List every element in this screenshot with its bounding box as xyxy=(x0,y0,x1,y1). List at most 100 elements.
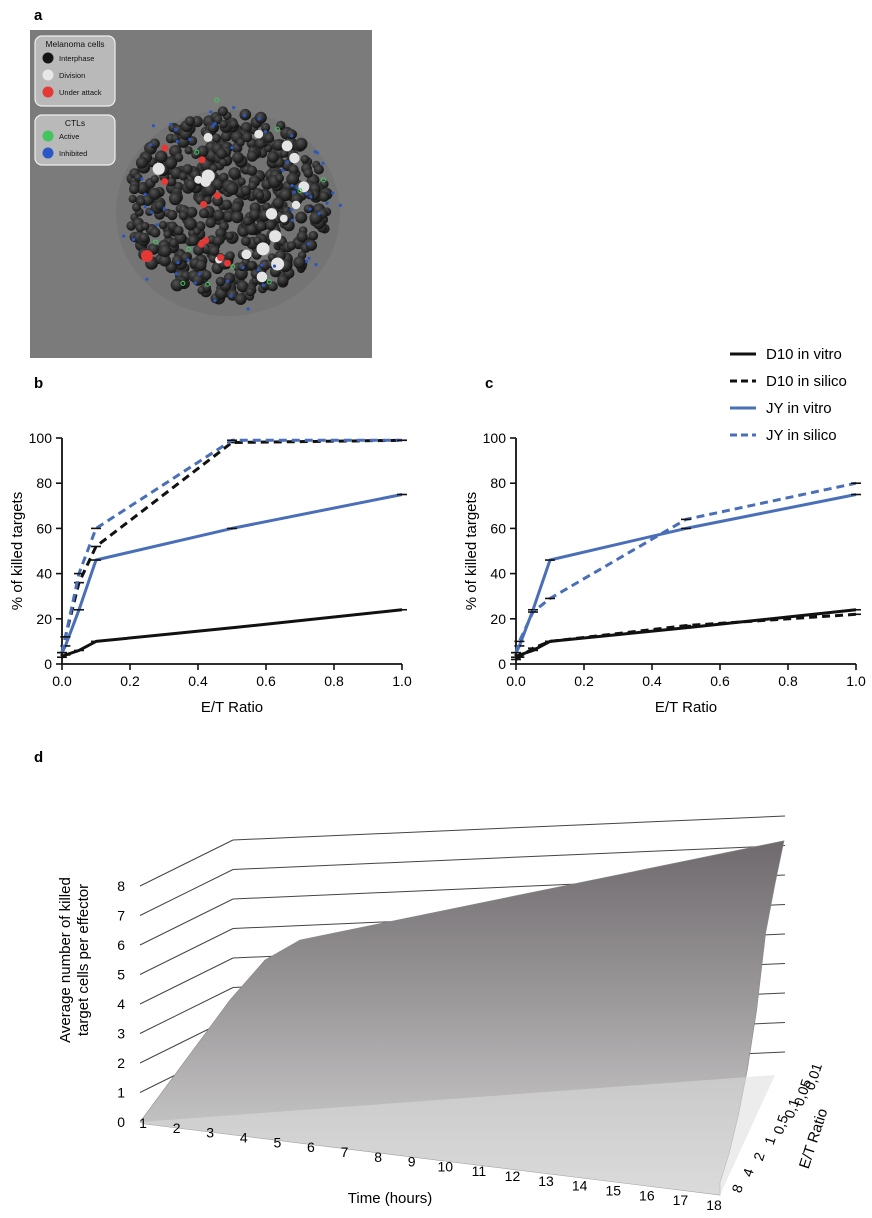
melanoma-cell xyxy=(300,154,310,164)
dividing-cell xyxy=(279,214,288,223)
active-ctl xyxy=(153,239,158,245)
melanoma-cell xyxy=(286,172,300,186)
attacked-cell xyxy=(198,156,206,164)
et-ratio-tick-label: 4 xyxy=(739,1166,757,1179)
legend-entry: D10 in vitro xyxy=(766,346,842,363)
dividing-cell xyxy=(298,181,310,193)
inhibited-ctl xyxy=(290,218,294,222)
melanoma-cell xyxy=(225,231,234,241)
melanoma-cell xyxy=(218,158,228,167)
melanoma-cell xyxy=(135,156,148,169)
melanoma-cell xyxy=(238,226,249,237)
x-tick-label: 1.0 xyxy=(846,673,866,689)
inhibited-ctl xyxy=(226,279,230,283)
inhibited-ctl xyxy=(295,186,299,190)
melanoma-cell xyxy=(174,152,184,162)
inhibited-ctl xyxy=(272,264,277,268)
inhibited-ctl xyxy=(230,146,234,150)
melanoma-cell xyxy=(219,120,228,129)
z-tick-label: 0 xyxy=(117,1114,125,1130)
y-tick-label: 0 xyxy=(498,656,506,672)
inhibited-ctl xyxy=(306,242,310,246)
z-tick-label: 6 xyxy=(117,937,125,953)
series-line-d10-in-silico xyxy=(515,612,857,661)
melanoma-cell xyxy=(303,204,313,214)
time-tick-label: 6 xyxy=(307,1139,315,1155)
melanoma-cell xyxy=(253,236,262,246)
inhibited-ctl xyxy=(193,281,197,285)
dividing-cell xyxy=(152,162,165,175)
melanoma-cell xyxy=(213,235,224,246)
dividing-cell xyxy=(256,271,268,283)
melanoma-cell xyxy=(288,164,299,175)
melanoma-cell xyxy=(196,145,209,158)
melanoma-cell xyxy=(249,208,261,221)
ctl-legend-title: CTLs xyxy=(65,118,85,128)
time-tick-label: 16 xyxy=(639,1187,655,1203)
active-label: Active xyxy=(59,132,79,141)
melanoma-cell xyxy=(141,221,150,231)
panel-label-c: c xyxy=(485,375,493,392)
z-tick-label: 5 xyxy=(117,967,125,983)
time-tick-label: 10 xyxy=(438,1158,454,1174)
attacked-cell xyxy=(213,192,221,200)
melanoma-cell xyxy=(313,164,324,175)
active-ctl xyxy=(180,280,186,286)
series-line-d10-in-vitro xyxy=(61,608,403,659)
time-tick-label: 8 xyxy=(374,1149,382,1165)
x-tick-label: 0.6 xyxy=(710,673,730,689)
y-tick-label: 100 xyxy=(483,430,507,446)
dividing-cell xyxy=(269,230,282,243)
melanoma-cell xyxy=(286,241,296,251)
time-tick-label: 7 xyxy=(341,1144,349,1160)
y-tick-label: 80 xyxy=(490,475,506,491)
inhibited-ctl xyxy=(162,206,166,211)
inhibited-ctl xyxy=(241,266,245,270)
melanoma-cell xyxy=(272,139,285,151)
legend-entry: JY in vitro xyxy=(766,400,832,417)
dividing-cell xyxy=(271,257,285,271)
et-ratio-tick-label: 8 xyxy=(728,1182,746,1195)
inhibited-ctl xyxy=(331,191,335,195)
et-ratio-tick-label: 0,1 xyxy=(781,1097,802,1121)
melanoma-cell xyxy=(296,231,308,243)
panel-label-b: b xyxy=(34,375,43,392)
melanoma-cell xyxy=(225,251,235,261)
time-tick-label: 17 xyxy=(673,1192,689,1208)
melanoma-cell xyxy=(195,259,207,271)
series-line-d10-in-silico xyxy=(60,438,403,654)
z-tick-label: 8 xyxy=(117,878,125,894)
inhibited-ctl xyxy=(321,161,325,165)
chart-b: 0 20 40 60 80 100 0.0 0.2 0.4 0.6 0.8 1.0 E/T Ratio%… xyxy=(9,430,412,716)
melanoma-cell xyxy=(279,188,292,202)
et-ratio-tick-label: 0,5 xyxy=(770,1113,791,1137)
time-tick-label: 15 xyxy=(605,1183,621,1199)
dividing-cell xyxy=(201,169,215,183)
et-ratio-tick-label: 1 xyxy=(761,1134,779,1147)
division-label: Division xyxy=(59,71,85,80)
time-tick-label: 3 xyxy=(206,1125,214,1141)
inhibited-label: Inhibited xyxy=(59,149,87,158)
attacked-cell xyxy=(202,237,210,244)
z-grid-line xyxy=(232,845,786,870)
melanoma-cell xyxy=(185,179,197,191)
under-attack-label: Under attack xyxy=(59,88,102,97)
melanoma-cell xyxy=(154,200,165,211)
melanoma-cell xyxy=(246,165,258,176)
melanoma-cell xyxy=(149,138,160,149)
time-tick-label: 18 xyxy=(706,1197,722,1213)
active-ctl xyxy=(194,149,200,155)
x-tick-label: 0.2 xyxy=(574,673,594,689)
inhibited-ctl xyxy=(325,201,329,205)
melanoma-cell xyxy=(267,151,279,163)
melanoma-cell xyxy=(225,182,239,196)
inhibited-ctl xyxy=(229,294,233,298)
melanoma-cell xyxy=(198,208,209,219)
melanoma-cell xyxy=(158,220,168,230)
melanoma-cell xyxy=(241,236,251,247)
melanoma-cell xyxy=(236,280,249,293)
inhibited-ctl xyxy=(285,160,290,164)
inhibited-ctl xyxy=(257,117,261,121)
y-axis-label: % of killed targets xyxy=(463,492,480,610)
inhibited-ctl xyxy=(175,139,179,143)
